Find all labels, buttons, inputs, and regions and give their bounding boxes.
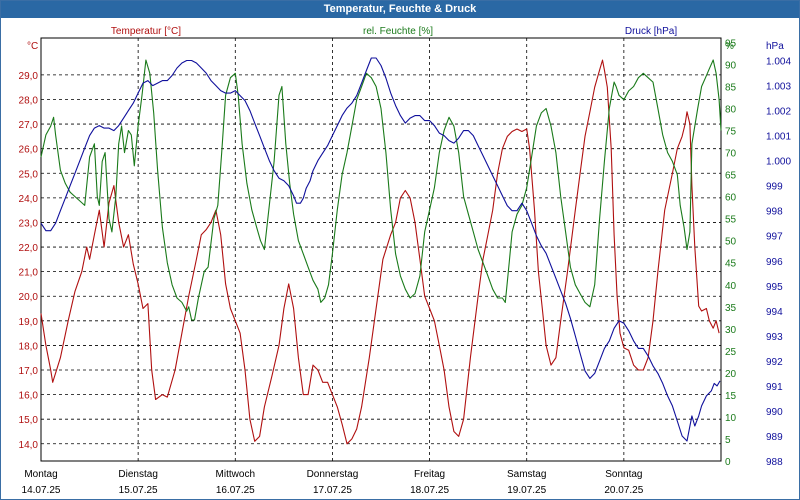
humidity-tick-label: 20 bbox=[725, 369, 737, 380]
humidity-tick-label: 55 bbox=[725, 215, 737, 226]
x-day-label: Freitag bbox=[414, 469, 445, 480]
temperature-tick-label: 25,0 bbox=[19, 169, 39, 180]
humidity-tick-label: 45 bbox=[725, 259, 737, 270]
temperature-tick-label: 20,0 bbox=[19, 292, 39, 303]
humidity-tick-label: 95 bbox=[725, 38, 737, 49]
pressure-tick-label: 998 bbox=[766, 207, 783, 218]
temperature-tick-label: 14,0 bbox=[19, 440, 39, 451]
temperature-tick-label: 19,0 bbox=[19, 317, 39, 328]
legend-humidity: rel. Feuchte [%] bbox=[363, 26, 433, 37]
humidity-tick-label: 30 bbox=[725, 325, 737, 336]
humidity-tick-label: 15 bbox=[725, 391, 737, 402]
x-date-label: 18.07.25 bbox=[410, 485, 449, 496]
temperature-tick-label: 26,0 bbox=[19, 145, 39, 156]
window-title: Temperatur, Feuchte & Druck bbox=[1, 1, 799, 18]
humidity-unit-label: % bbox=[725, 41, 734, 52]
temperature-unit-label: °C bbox=[27, 41, 38, 52]
pressure-tick-label: 988 bbox=[766, 457, 783, 468]
x-day-label: Dienstag bbox=[118, 469, 157, 480]
pressure-tick-label: 990 bbox=[766, 407, 783, 418]
temperature-tick-label: 28,0 bbox=[19, 95, 39, 106]
pressure-tick-label: 996 bbox=[766, 257, 783, 268]
temperature-tick-label: 29,0 bbox=[19, 71, 39, 82]
temperature-tick-label: 22,0 bbox=[19, 243, 39, 254]
x-day-label: Samstag bbox=[507, 469, 546, 480]
humidity-tick-label: 70 bbox=[725, 149, 737, 160]
pressure-tick-label: 995 bbox=[766, 282, 783, 293]
x-day-label: Donnerstag bbox=[307, 469, 359, 480]
humidity-tick-label: 65 bbox=[725, 171, 737, 182]
x-day-label: Sonntag bbox=[605, 469, 642, 480]
temperature-series-line bbox=[40, 59, 720, 445]
pressure-tick-label: 992 bbox=[766, 357, 783, 368]
humidity-tick-label: 85 bbox=[725, 82, 737, 93]
plot-frame bbox=[40, 37, 722, 462]
pressure-tick-label: 1.003 bbox=[766, 82, 791, 93]
pressure-tick-label: 1.002 bbox=[766, 107, 791, 118]
pressure-tick-label: 994 bbox=[766, 307, 783, 318]
legend-pressure: Druck [hPa] bbox=[625, 26, 677, 37]
grid bbox=[40, 37, 722, 462]
humidity-tick-label: 0 bbox=[725, 457, 731, 468]
pressure-unit-label: hPa bbox=[766, 41, 784, 52]
temperature-tick-label: 23,0 bbox=[19, 218, 39, 229]
pressure-tick-label: 997 bbox=[766, 232, 783, 243]
pressure-tick-label: 1.000 bbox=[766, 157, 791, 168]
temperature-tick-label: 16,0 bbox=[19, 391, 39, 402]
series-group bbox=[40, 57, 722, 445]
humidity-tick-label: 25 bbox=[725, 347, 737, 358]
humidity-tick-label: 80 bbox=[725, 105, 737, 116]
pressure-series-line bbox=[40, 57, 721, 442]
pressure-tick-label: 993 bbox=[766, 332, 783, 343]
labels-group: 14,0 15,0 16,0 17,0 18,0 19,0 20,0 21,0 22,0 23,0… bbox=[19, 26, 792, 496]
x-date-label: 16.07.25 bbox=[216, 485, 255, 496]
x-day-label: Montag bbox=[24, 469, 57, 480]
pressure-tick-label: 1.004 bbox=[766, 57, 791, 68]
humidity-tick-label: 5 bbox=[725, 435, 731, 446]
humidity-tick-label: 90 bbox=[725, 60, 737, 71]
temperature-tick-label: 17,0 bbox=[19, 366, 39, 377]
x-date-label: 17.07.25 bbox=[313, 485, 352, 496]
x-date-label: 19.07.25 bbox=[507, 485, 546, 496]
temperature-tick-label: 27,0 bbox=[19, 120, 39, 131]
humidity-tick-label: 10 bbox=[725, 413, 737, 424]
pressure-tick-label: 991 bbox=[766, 382, 783, 393]
humidity-tick-label: 60 bbox=[725, 193, 737, 204]
x-date-label: 15.07.25 bbox=[119, 485, 158, 496]
humidity-tick-label: 75 bbox=[725, 127, 737, 138]
x-date-label: 14.07.25 bbox=[22, 485, 61, 496]
temperature-tick-label: 21,0 bbox=[19, 268, 39, 279]
humidity-tick-label: 50 bbox=[725, 237, 737, 248]
pressure-tick-label: 1.001 bbox=[766, 132, 791, 143]
pressure-tick-label: 989 bbox=[766, 432, 783, 443]
pressure-tick-label: 999 bbox=[766, 182, 783, 193]
temperature-tick-label: 18,0 bbox=[19, 341, 39, 352]
humidity-tick-label: 35 bbox=[725, 303, 737, 314]
humidity-series-line bbox=[40, 59, 722, 321]
temperature-tick-label: 24,0 bbox=[19, 194, 39, 205]
humidity-tick-label: 40 bbox=[725, 281, 737, 292]
x-date-label: 20.07.25 bbox=[604, 485, 643, 496]
legend-temperature: Temperatur [°C] bbox=[111, 26, 181, 37]
temperature-tick-label: 15,0 bbox=[19, 415, 39, 426]
x-day-label: Mittwoch bbox=[216, 469, 255, 480]
